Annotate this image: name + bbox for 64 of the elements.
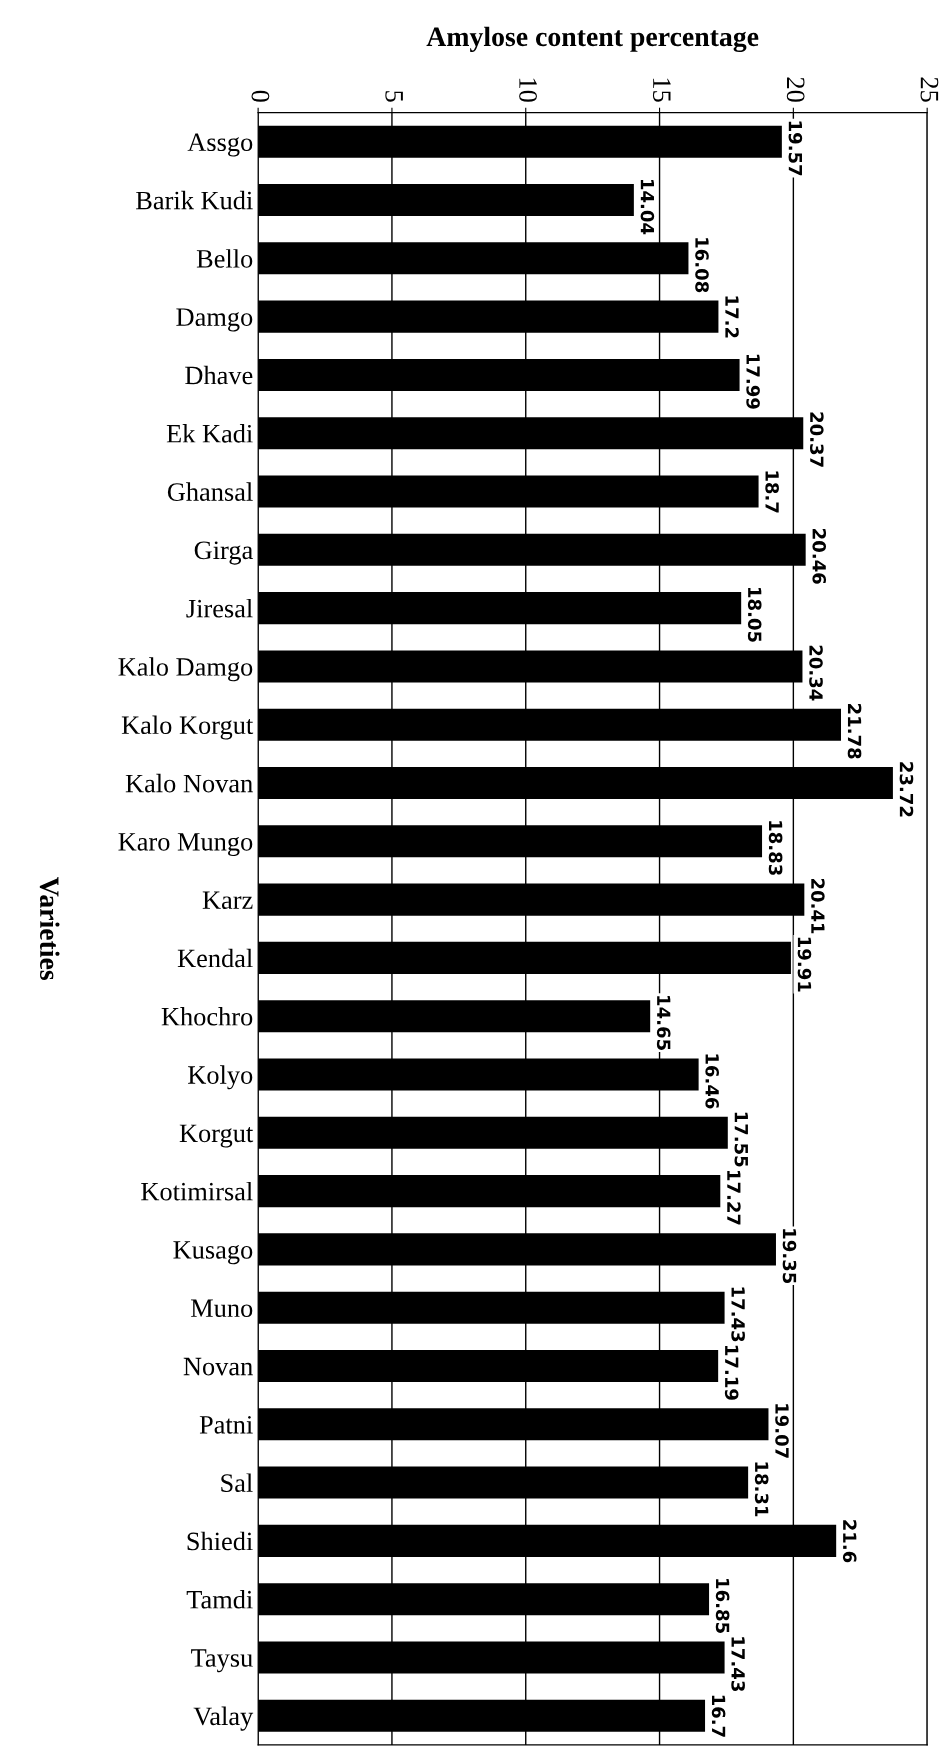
y-tick-label: Patni xyxy=(199,1415,253,1434)
y-tick-label: Bello xyxy=(196,249,253,268)
y-tick-label: Kotimirsal xyxy=(141,1181,253,1201)
x-tick-label: 5 xyxy=(385,91,403,102)
data-label: 16.08 xyxy=(695,238,709,293)
y-tick-label: Karz xyxy=(202,891,253,910)
x-tick-label: 0 xyxy=(251,90,270,102)
x-tick-label: 25 xyxy=(920,77,939,102)
data-label: 17.43 xyxy=(731,1637,745,1691)
y-tick-label: Kendal xyxy=(177,948,253,968)
y-tick-label: Ghansal xyxy=(167,482,253,501)
y-tick-label: Karo Mungo xyxy=(118,833,253,857)
y-tick-label: Kalo Novan xyxy=(125,773,253,793)
x-tick-label: 10 xyxy=(519,78,537,102)
chart-title: Amylose content percentage xyxy=(426,26,759,53)
y-tick-label: Novan xyxy=(183,1357,253,1376)
y-tick-label: Shiedi xyxy=(187,1531,253,1551)
y-tick-label: Tamdi xyxy=(186,1590,253,1609)
y-tick-label: Dhave xyxy=(185,365,253,385)
y-tick-label: Taysu xyxy=(191,1649,253,1673)
y-tick-label: Ek Kadi xyxy=(166,424,253,443)
y-tick-label: Barik Kudi xyxy=(136,190,253,210)
y-tick-label: Korgut xyxy=(179,1124,254,1148)
data-label: 17.99 xyxy=(746,354,760,409)
y-tick-label: Assgo xyxy=(187,133,253,157)
x-tick-label: 20 xyxy=(786,77,805,102)
data-label: 14.04 xyxy=(640,179,655,235)
data-label: 19.57 xyxy=(788,121,803,176)
data-label: 20.34 xyxy=(809,645,823,701)
data-label: 17.27 xyxy=(727,1170,741,1225)
data-label: 18.7 xyxy=(765,471,779,513)
data-label: 14.65 xyxy=(656,996,671,1050)
y-tick-label: Jiresal xyxy=(186,598,253,618)
data-label: 20.37 xyxy=(809,412,824,467)
y-tick-label: Sal xyxy=(221,1473,253,1492)
data-label: 17.19 xyxy=(724,1345,739,1400)
y-tick-label: Kusago xyxy=(173,1241,253,1265)
data-label: 17.55 xyxy=(734,1112,748,1167)
data-label: 20.41 xyxy=(811,878,825,934)
data-label: 18.83 xyxy=(768,821,783,875)
y-tick-label: Muno xyxy=(190,1299,253,1318)
data-label: 18.05 xyxy=(747,587,762,642)
y-tick-label: Valay xyxy=(193,1706,254,1731)
data-label: 17.43 xyxy=(731,1287,745,1342)
data-label: 18.31 xyxy=(754,1462,769,1517)
data-label: 19.35 xyxy=(782,1229,797,1284)
y-axis-title: Varieties xyxy=(39,877,60,981)
data-label: 17.2 xyxy=(725,296,739,338)
data-label: 16.85 xyxy=(715,1579,730,1633)
y-tick-label: Khochro xyxy=(161,1007,253,1026)
y-tick-label: Girga xyxy=(194,541,253,565)
data-label: 23.72 xyxy=(899,762,914,817)
data-label: 21.6 xyxy=(842,1520,857,1563)
y-tick-label: Kalo Damgo xyxy=(118,657,253,682)
y-tick-label: Kalo Korgut xyxy=(121,715,254,740)
x-tick-label: 15 xyxy=(652,78,671,102)
y-tick-label: Damgo xyxy=(176,308,253,332)
data-label: 20.46 xyxy=(812,529,827,584)
data-label: 19.07 xyxy=(775,1404,789,1458)
data-label: 19.91 xyxy=(797,937,812,992)
data-label: 21.78 xyxy=(847,703,862,759)
data-label: 16.7 xyxy=(711,1695,726,1737)
y-tick-label: Kolyo xyxy=(188,1065,253,1090)
data-label: 16.46 xyxy=(705,1054,719,1109)
